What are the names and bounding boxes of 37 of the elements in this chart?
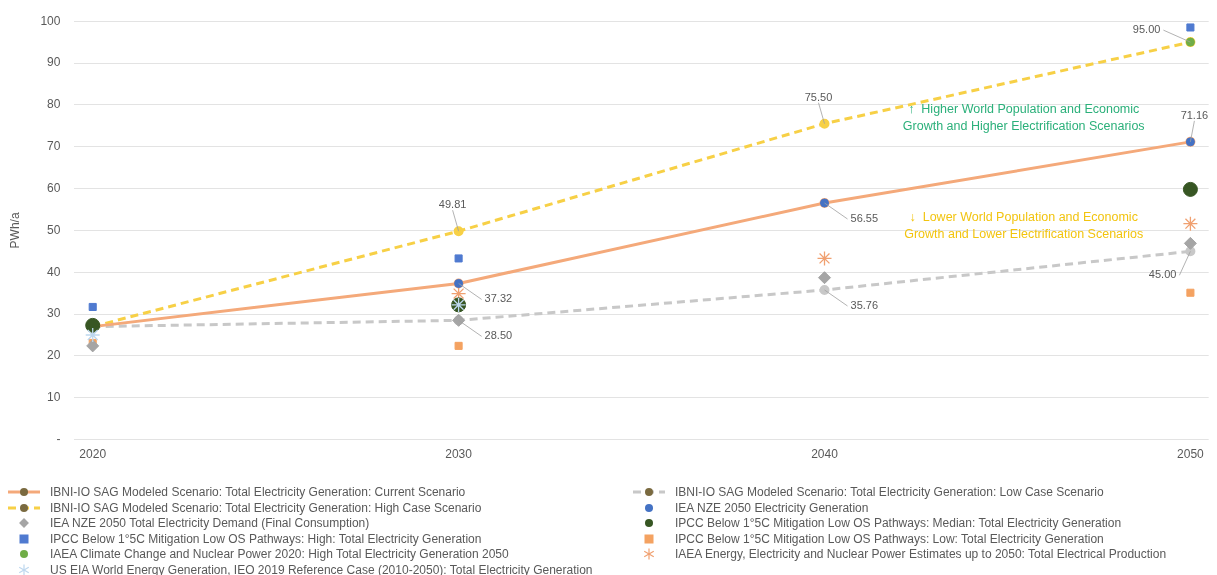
y-tick-label: -: [56, 431, 61, 446]
legend-label: IBNI-IO SAG Modeled Scenario: Total Electricity Generation: Low Case Scenario: [675, 485, 1104, 500]
data-label: 71.16: [1180, 108, 1209, 121]
y-tick-label: 20: [47, 348, 61, 363]
legend-label: IPCC Below 1°5C Mitigation Low OS Pathways: Median: Total Electricity Generation: [675, 516, 1122, 531]
y-tick-label: 70: [47, 139, 61, 154]
data-label: 75.50: [804, 90, 833, 103]
annotation: ↑ Higher World Population and Economic Growth and Higher Electrification Scenarios: [902, 102, 1145, 134]
x-tick-label: 2020: [79, 447, 107, 462]
y-tick-label: 80: [47, 97, 61, 112]
data-label: 49.81: [438, 198, 467, 211]
data-label: 56.55: [850, 212, 879, 225]
y-axis-title: PWh/a: [7, 212, 22, 249]
annotation: ↓ Lower World Population and Economic Growth and Lower Electrification Scenarios: [904, 210, 1144, 242]
legend-label: IBNI-IO SAG Modeled Scenario: Total Electricity Generation: Current Scenario: [50, 485, 466, 500]
y-tick-label: 30: [47, 306, 61, 321]
legend-label: IPCC Below 1°5C Mitigation Low OS Pathways: Low: Total Electricity Generation: [675, 531, 1104, 546]
legend-label: IAEA Climate Change and Nuclear Power 2020: High Total Electricity Generation 2050: [50, 547, 509, 562]
x-tick-label: 2040: [811, 447, 839, 462]
data-label: 35.76: [850, 299, 879, 312]
data-label: 37.32: [484, 292, 513, 305]
data-label: 28.50: [484, 329, 513, 342]
x-tick-label: 2050: [1177, 447, 1205, 462]
legend-label: IBNI-IO SAG Modeled Scenario: Total Electricity Generation: High Case Scenario: [50, 500, 482, 515]
y-tick-label: 10: [47, 390, 61, 405]
y-tick-label: 90: [47, 55, 61, 70]
data-label: 95.00: [1132, 23, 1161, 36]
legend-label: IEA NZE 2050 Electricity Generation: [675, 500, 869, 515]
legend-label: IAEA Energy, Electricity and Nuclear Power Estimates up to 2050: Total Electrical Production: [675, 547, 1167, 562]
data-label: 45.00: [1148, 268, 1177, 281]
legend-label: IPCC Below 1°5C Mitigation Low OS Pathways: High: Total Electricity Generation: [50, 531, 482, 546]
y-tick-label: 50: [47, 222, 61, 237]
legend-label: IEA NZE 2050 Total Electricity Demand (Final Consumption): [50, 516, 370, 531]
y-tick-label: 60: [47, 180, 61, 195]
x-tick-label: 2030: [445, 447, 473, 462]
y-tick-label: 100: [40, 13, 61, 28]
y-tick-label: 40: [47, 264, 61, 279]
